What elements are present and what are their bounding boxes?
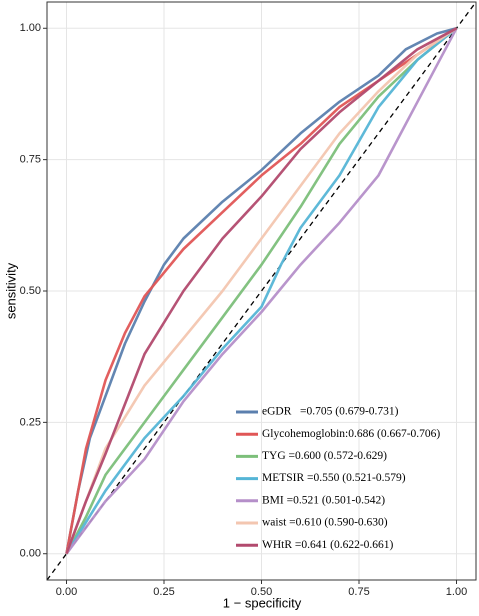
y-tick-label: 0.25 [20, 416, 41, 428]
legend-label: WHtR =0.641 (0.622-0.661) [262, 539, 394, 551]
reference-diagonal [46, 1, 477, 581]
roc-curve [65, 27, 458, 555]
legend-label: Glycohemoglobin:0.686 (0.667-0.706) [262, 428, 440, 440]
x-tick-label: 1.00 [446, 586, 467, 598]
roc-curve [65, 27, 458, 555]
y-tick-label: 0.75 [20, 154, 41, 166]
x-tick-label: 0.00 [56, 586, 77, 598]
y-axis-title: sensitivity [3, 262, 18, 319]
roc-curve [65, 27, 457, 554]
legend-label: BMI =0.521 (0.501-0.542) [262, 494, 385, 506]
y-tick-label: 0.00 [20, 548, 41, 560]
legend-label: eGDR =0.705 (0.679-0.731) [262, 406, 399, 418]
y-tick-label: 0.50 [20, 285, 41, 297]
roc-curve [65, 27, 458, 555]
legend-label: METSIR =0.550 (0.521-0.579) [262, 472, 406, 484]
roc-curve [65, 27, 458, 555]
y-tick-label: 1.00 [20, 22, 41, 34]
roc-curve [65, 27, 458, 555]
x-tick-label: 0.75 [348, 586, 369, 598]
curves [65, 27, 458, 555]
x-tick-label: 0.50 [251, 586, 272, 598]
legend-label: TYG =0.600 (0.572-0.629) [262, 450, 387, 462]
x-tick-label: 0.25 [153, 586, 174, 598]
x-axis-title: 1 − specificity [223, 595, 302, 610]
legend-label: waist =0.610 (0.590-0.630) [262, 517, 388, 529]
panel-border [46, 1, 477, 581]
